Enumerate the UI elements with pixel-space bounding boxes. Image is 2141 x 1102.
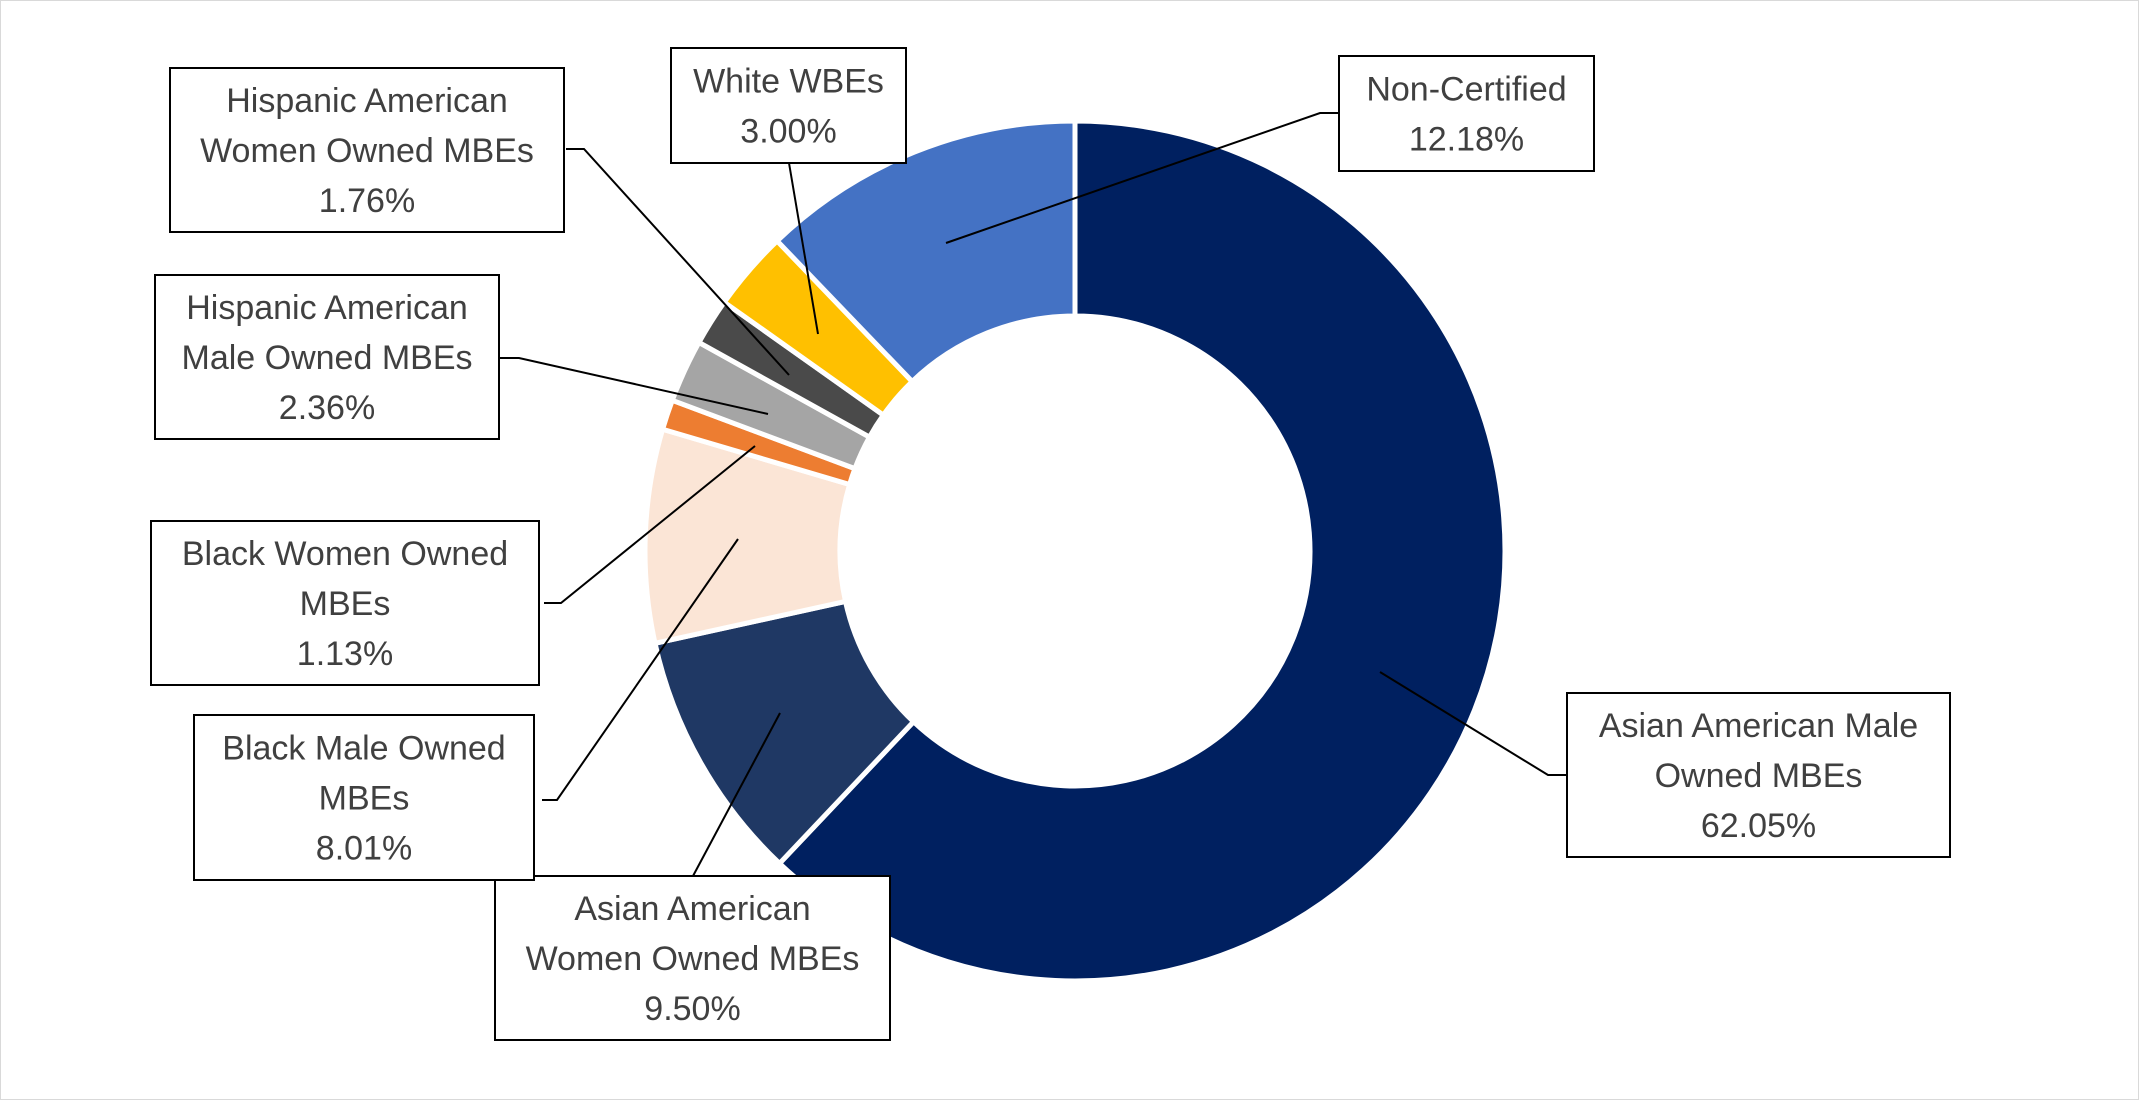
label-name-line: MBEs — [319, 780, 410, 818]
label-name-line: Non-Certified — [1366, 71, 1566, 109]
leader-line-white-wbes — [788, 162, 819, 335]
label-box — [1566, 692, 1951, 858]
slice-asian-american-male-owned-mbes — [777, 118, 1508, 984]
leader-lines — [500, 112, 1567, 877]
leader-line-hispanic-american-male-owned-mbes — [500, 357, 769, 415]
leader-line-black-women-owned-mbes — [544, 445, 756, 604]
label-name-line: Asian American Male — [1599, 707, 1918, 745]
label-box — [154, 274, 500, 440]
leader-line-hispanic-american-women-owned-mbes — [566, 148, 790, 376]
label-value: 12.18% — [1409, 121, 1524, 159]
label-name-line: Male Owned MBEs — [182, 339, 473, 377]
label-name-line: Women Owned MBEs — [526, 940, 860, 978]
leader-line-non-certified — [945, 112, 1339, 244]
label-box — [169, 67, 565, 233]
label-name-line: Asian American — [574, 890, 810, 928]
data-label-hispanic-american-male-owned-mbes: Hispanic American Male Owned MBEs 2.36% — [154, 274, 500, 440]
label-value: 1.13% — [297, 635, 393, 673]
label-box — [150, 520, 540, 686]
data-label-non-certified: Non-Certified 12.18% — [1338, 55, 1595, 172]
label-value: 9.50% — [644, 990, 740, 1028]
leader-line-asian-american-women-owned-mbes — [692, 712, 781, 877]
data-label-asian-american-male-owned-mbes: Asian American Male Owned MBEs 62.05% — [1566, 692, 1951, 858]
label-value: 8.01% — [316, 830, 412, 868]
label-value: 1.76% — [319, 182, 415, 220]
label-value: 3.00% — [740, 113, 836, 151]
label-name-line: Black Women Owned — [182, 535, 508, 573]
label-name-line: White WBEs — [693, 63, 884, 101]
label-box — [193, 714, 535, 881]
data-label-black-male-owned-mbes: Black Male Owned MBEs 8.01% — [193, 714, 535, 881]
leader-line-asian-american-male-owned-mbes — [1379, 671, 1567, 776]
data-label-white-wbes: White WBEs 3.00% — [670, 47, 907, 164]
data-label-hispanic-american-women-owned-mbes: Hispanic American Women Owned MBEs 1.76% — [169, 67, 565, 233]
label-value: 2.36% — [279, 389, 375, 427]
label-box — [494, 875, 891, 1041]
label-name-line: Black Male Owned — [222, 730, 505, 768]
label-box — [670, 47, 907, 164]
label-box — [1338, 55, 1595, 172]
leader-line-black-male-owned-mbes — [542, 538, 739, 801]
label-value: 62.05% — [1701, 807, 1816, 845]
data-label-black-women-owned-mbes: Black Women Owned MBEs 1.13% — [150, 520, 540, 686]
label-name-line: Hispanic American — [186, 289, 468, 327]
label-name-line: Owned MBEs — [1655, 757, 1863, 795]
donut-slices — [642, 118, 1508, 984]
data-label-asian-american-women-owned-mbes: Asian American Women Owned MBEs 9.50% — [494, 875, 891, 1041]
label-name-line: Hispanic American — [226, 82, 508, 120]
label-name-line: MBEs — [300, 585, 391, 623]
label-name-line: Women Owned MBEs — [200, 132, 534, 170]
slice-non-certified — [774, 118, 1078, 385]
